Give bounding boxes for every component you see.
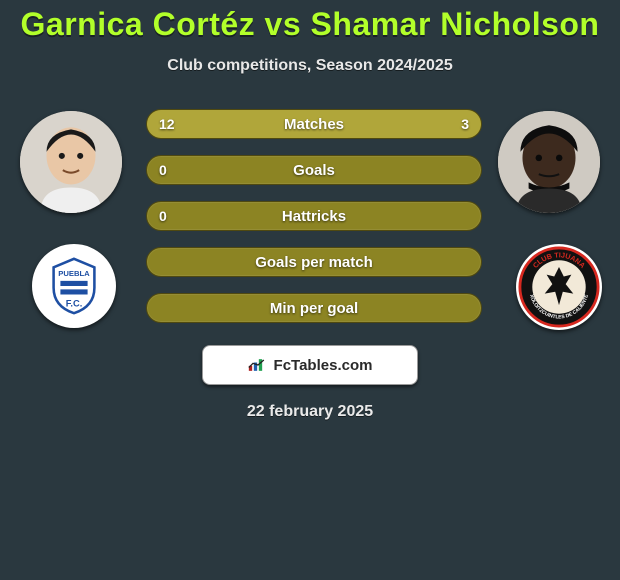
page-subtitle: Club competitions, Season 2024/2025 (0, 57, 620, 75)
attribution-badge[interactable]: FcTables.com (202, 345, 418, 385)
stat-bar-label: Goals (147, 156, 481, 184)
club-left-badge: PUEBLA F.C. (32, 244, 116, 328)
stat-value-left: 0 (159, 202, 167, 230)
stat-bar: Goals per match (146, 247, 482, 277)
club-right-badge: CLUB TIJUANA XOLOITZCUINTLES DE CALIENTE (516, 244, 602, 330)
svg-text:PUEBLA: PUEBLA (58, 269, 90, 278)
shield-icon: CLUB TIJUANA XOLOITZCUINTLES DE CALIENTE (518, 246, 600, 328)
bar-chart-icon (248, 358, 268, 372)
shield-icon: PUEBLA F.C. (40, 252, 108, 320)
comparison-chart: PUEBLA F.C. CLUB TIJUANA XOLOITZCUINTLES… (10, 109, 610, 339)
person-icon (498, 111, 600, 213)
stat-bar: Goals0 (146, 155, 482, 185)
stat-bars: Matches123Goals0Hattricks0Goals per matc… (146, 109, 482, 339)
page-title: Garnica Cortéz vs Shamar Nicholson (0, 6, 620, 43)
stat-value-left: 0 (159, 156, 167, 184)
stat-bar: Min per goal (146, 293, 482, 323)
stat-bar-label: Matches (147, 110, 481, 138)
stat-bar: Hattricks0 (146, 201, 482, 231)
stat-value-left: 12 (159, 110, 175, 138)
stat-bar-label: Min per goal (147, 294, 481, 322)
stat-bar: Matches12 3 (146, 109, 482, 139)
player-left-avatar (20, 111, 122, 213)
stat-value-right: 3 (461, 110, 469, 138)
person-icon (20, 111, 122, 213)
stat-bar-label: Goals per match (147, 248, 481, 276)
player-right-avatar (498, 111, 600, 213)
svg-text:F.C.: F.C. (66, 298, 83, 308)
stat-bar-label: Hattricks (147, 202, 481, 230)
comparison-card: Garnica Cortéz vs Shamar Nicholson Club … (0, 0, 620, 440)
comparison-date: 22 february 2025 (0, 403, 620, 421)
attribution-text: FcTables.com (274, 357, 373, 374)
